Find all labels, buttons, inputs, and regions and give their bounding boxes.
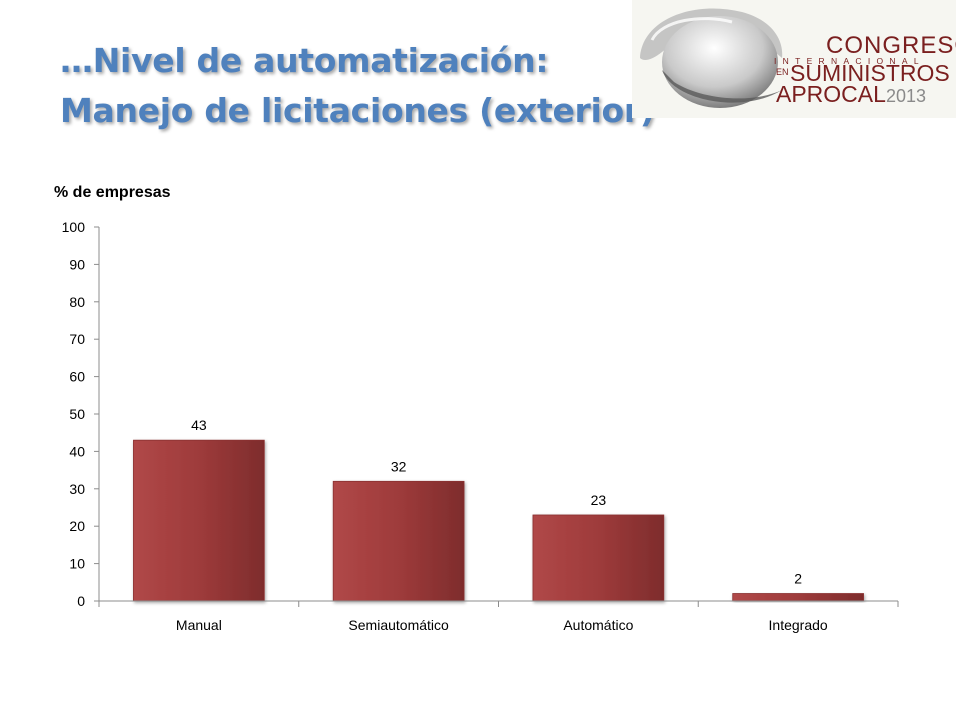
bar-manual (133, 439, 265, 602)
data-label: 23 (591, 492, 607, 508)
x-category-label: Integrado (769, 617, 828, 633)
y-tick-label: 20 (69, 518, 85, 534)
data-label: 43 (191, 417, 207, 433)
congreso-logo: CONGRESO INTERNACIONAL EN SUMINISTROS AP… (632, 0, 956, 118)
bar-integrado (732, 593, 864, 602)
y-tick-label: 10 (69, 556, 85, 572)
y-tick-label: 100 (62, 219, 86, 235)
y-axis-label: % de empresas (54, 184, 171, 201)
slide-title-line1: …Nivel de automatización: (60, 41, 549, 80)
x-category-label: Semiautomático (348, 617, 449, 633)
y-tick-label: 90 (69, 256, 85, 272)
y-axis: 0 10 20 30 40 50 60 70 80 90 100 (62, 219, 99, 609)
logo-internacional-text: INTERNACIONAL (774, 56, 925, 66)
slide-title-line2: Manejo de licitaciones (exterior) (60, 91, 655, 130)
y-tick-label: 70 (69, 331, 85, 347)
x-category-label: Manual (176, 617, 222, 633)
data-label: 2 (794, 571, 802, 587)
y-tick-label: 60 (69, 369, 85, 385)
y-tick-label: 0 (77, 593, 85, 609)
logo-emblem-icon (640, 8, 783, 108)
y-tick-label: 80 (69, 294, 85, 310)
logo-en-text: EN (776, 67, 789, 77)
y-tick-label: 50 (69, 406, 85, 422)
y-tick-label: 40 (69, 443, 85, 459)
y-tick-label: 30 (69, 481, 85, 497)
x-category-label: Automático (563, 617, 633, 633)
logo-suministros-text: SUMINISTROS (790, 60, 950, 86)
bars-group: 43 32 23 2 (133, 417, 864, 602)
logo-year: 2013 (885, 86, 926, 106)
bar-semiautomatico (332, 480, 465, 602)
bar-automatico (532, 514, 665, 602)
x-axis: Manual Semiautomático Automático Integrado (98, 601, 899, 633)
logo-aprocal-text: APROCAL2013 (776, 82, 926, 108)
logo-congreso-text: CONGRESO (826, 32, 956, 59)
slide-title: …Nivel de automatización: Manejo de lici… (60, 36, 655, 136)
logo-aprocal-name: APROCAL (776, 81, 886, 107)
data-label: 32 (391, 458, 407, 474)
